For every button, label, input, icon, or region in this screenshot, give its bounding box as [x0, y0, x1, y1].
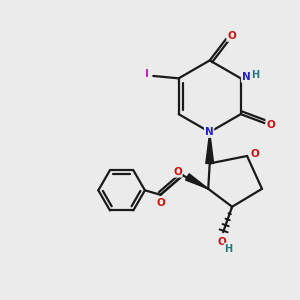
Text: N: N [205, 127, 214, 137]
Text: O: O [173, 167, 182, 177]
Text: I: I [145, 70, 149, 80]
Polygon shape [185, 174, 208, 189]
Text: N: N [242, 72, 250, 82]
Text: O: O [227, 31, 236, 41]
Text: H: H [224, 244, 232, 254]
Text: O: O [251, 148, 260, 159]
Text: O: O [266, 120, 275, 130]
Text: O: O [217, 237, 226, 247]
Polygon shape [206, 132, 214, 164]
Text: H: H [252, 70, 260, 80]
Text: O: O [156, 198, 165, 208]
